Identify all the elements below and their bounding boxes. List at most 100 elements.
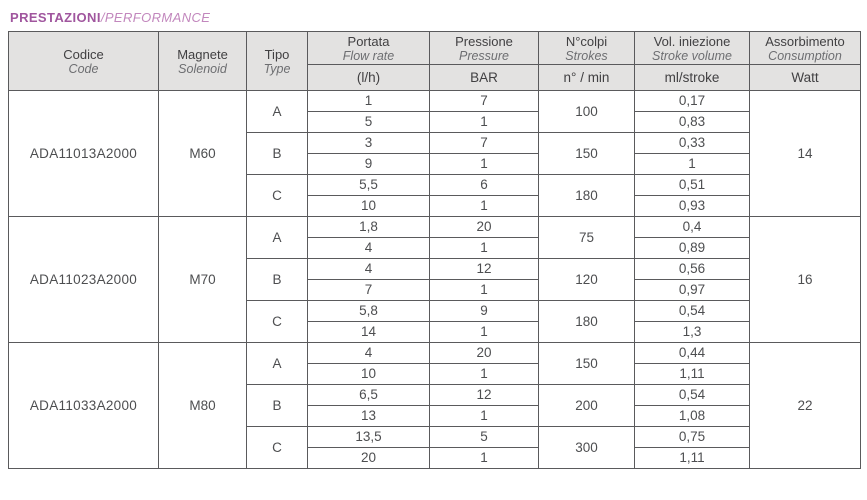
flow-cell: 9 — [307, 153, 430, 175]
table-row: 20 1 1,11 — [9, 447, 861, 469]
header-portata-it: Portata — [347, 34, 390, 50]
strokes-cell: 75 — [538, 216, 635, 259]
volume-cell: 0,44 — [634, 342, 750, 364]
solenoid-cell: M80 — [158, 342, 247, 469]
flow-cell: 6,5 — [307, 384, 430, 406]
type-cell: A — [246, 90, 308, 133]
header-colpi: N°colpi Strokes — [538, 31, 635, 65]
strokes-cell: 150 — [538, 342, 635, 385]
volume-cell: 0,56 — [634, 258, 750, 280]
flow-cell: 5,5 — [307, 174, 430, 196]
table-body: ADA11013A2000 M60 A 1 7 100 0,17 14 5 1 0,83 B 3 7 150… — [8, 90, 861, 469]
pressure-cell: 20 — [429, 342, 539, 364]
table-row: ADA11033A2000 M80 A 4 20 150 0,44 22 — [8, 342, 861, 469]
header-portata: Portata Flow rate — [307, 31, 430, 65]
table-header: Codice Code Magnete Solenoid Tipo Type P… — [8, 31, 861, 91]
type-cell: C — [246, 300, 308, 343]
strokes-cell: 100 — [538, 90, 635, 133]
flow-cell: 1 — [307, 90, 430, 112]
page-title: PRESTAZIONI/PERFORMANCE — [10, 10, 860, 25]
performance-table: Codice Code Magnete Solenoid Tipo Type P… — [8, 31, 861, 469]
pressure-cell: 1 — [429, 111, 539, 133]
strokes-cell: 200 — [538, 384, 635, 427]
flow-cell: 4 — [307, 237, 430, 259]
pressure-cell: 1 — [429, 237, 539, 259]
pressure-cell: 7 — [429, 132, 539, 154]
table-row: 5 1 0,83 — [9, 111, 861, 133]
header-assorbimento-en: Consumption — [768, 48, 842, 63]
volume-cell: 0,17 — [634, 90, 750, 112]
pressure-cell: 1 — [429, 321, 539, 343]
pressure-cell: 12 — [429, 258, 539, 280]
pressure-cell: 1 — [429, 195, 539, 217]
table-row: 10 1 1,11 — [9, 363, 861, 385]
table-row: 14 1 1,3 — [9, 321, 861, 343]
flow-cell: 5 — [307, 111, 430, 133]
flow-cell: 10 — [307, 363, 430, 385]
flow-cell: 3 — [307, 132, 430, 154]
header-magnete: Magnete Solenoid — [158, 31, 247, 91]
volume-cell: 0,83 — [634, 111, 750, 133]
volume-cell: 1 — [634, 153, 750, 175]
volume-cell: 0,51 — [634, 174, 750, 196]
header-iniezione-en: Stroke volume — [652, 48, 732, 63]
flow-cell: 1,8 — [307, 216, 430, 238]
watt-cell: 14 — [749, 90, 861, 217]
header-tipo-it: Tipo — [264, 47, 290, 63]
type-cell: B — [246, 132, 308, 175]
header-codice: Codice Code — [8, 31, 159, 91]
header-magnete-en: Solenoid — [178, 61, 227, 76]
header-pressione-it: Pressione — [455, 34, 513, 50]
table-row: 4 1 0,89 — [9, 237, 861, 259]
volume-cell: 1,3 — [634, 321, 750, 343]
title-english: /PERFORMANCE — [100, 10, 211, 25]
pressure-cell: 1 — [429, 153, 539, 175]
strokes-cell: 150 — [538, 132, 635, 175]
table-row: 13 1 1,08 — [9, 405, 861, 427]
pressure-cell: 20 — [429, 216, 539, 238]
flow-cell: 20 — [307, 447, 430, 469]
watt-cell: 22 — [749, 342, 861, 469]
header-iniezione: Vol. iniezione Stroke volume — [634, 31, 750, 65]
volume-cell: 1,08 — [634, 405, 750, 427]
unit-portata: (l/h) — [307, 64, 430, 91]
flow-cell: 14 — [307, 321, 430, 343]
pressure-cell: 9 — [429, 300, 539, 322]
type-cell: A — [246, 216, 308, 259]
header-label-row: Codice Code Magnete Solenoid Tipo Type P… — [8, 31, 861, 91]
pressure-cell: 1 — [429, 279, 539, 301]
type-cell: B — [246, 258, 308, 301]
header-tipo-en: Type — [263, 61, 291, 76]
type-cell: A — [246, 342, 308, 385]
header-unit-row: (l/h) BAR n° / min ml/stroke Watt — [9, 64, 861, 91]
solenoid-cell: M60 — [158, 90, 247, 217]
code-cell: ADA11033A2000 — [8, 342, 159, 469]
solenoid-cell: M70 — [158, 216, 247, 343]
table-row: C 5,8 9 180 0,54 — [9, 300, 861, 343]
unit-assorbimento: Watt — [749, 64, 861, 91]
volume-cell: 1,11 — [634, 363, 750, 385]
pressure-cell: 5 — [429, 426, 539, 448]
volume-cell: 0,54 — [634, 384, 750, 406]
unit-iniezione: ml/stroke — [634, 64, 750, 91]
pressure-cell: 7 — [429, 90, 539, 112]
table-row: ADA11013A2000 M60 A 1 7 100 0,17 14 — [8, 90, 861, 217]
type-cell: B — [246, 384, 308, 427]
header-assorbimento: Assorbimento Consumption — [749, 31, 861, 65]
title-italian: PRESTAZIONI — [10, 10, 101, 25]
volume-cell: 0,54 — [634, 300, 750, 322]
pressure-cell: 12 — [429, 384, 539, 406]
header-tipo: Tipo Type — [246, 31, 308, 91]
flow-cell: 7 — [307, 279, 430, 301]
pressure-cell: 6 — [429, 174, 539, 196]
header-portata-en: Flow rate — [342, 48, 395, 63]
strokes-cell: 120 — [538, 258, 635, 301]
datasheet-page: PRESTAZIONI/PERFORMANCE Codice Code Magn… — [8, 10, 861, 469]
table-row: 10 1 0,93 — [9, 195, 861, 217]
volume-cell: 0,93 — [634, 195, 750, 217]
type-cell: C — [246, 426, 308, 469]
strokes-cell: 180 — [538, 174, 635, 217]
table-row: ADA11023A2000 M70 A 1,8 20 75 0,4 16 — [8, 216, 861, 343]
unit-colpi: n° / min — [538, 64, 635, 91]
